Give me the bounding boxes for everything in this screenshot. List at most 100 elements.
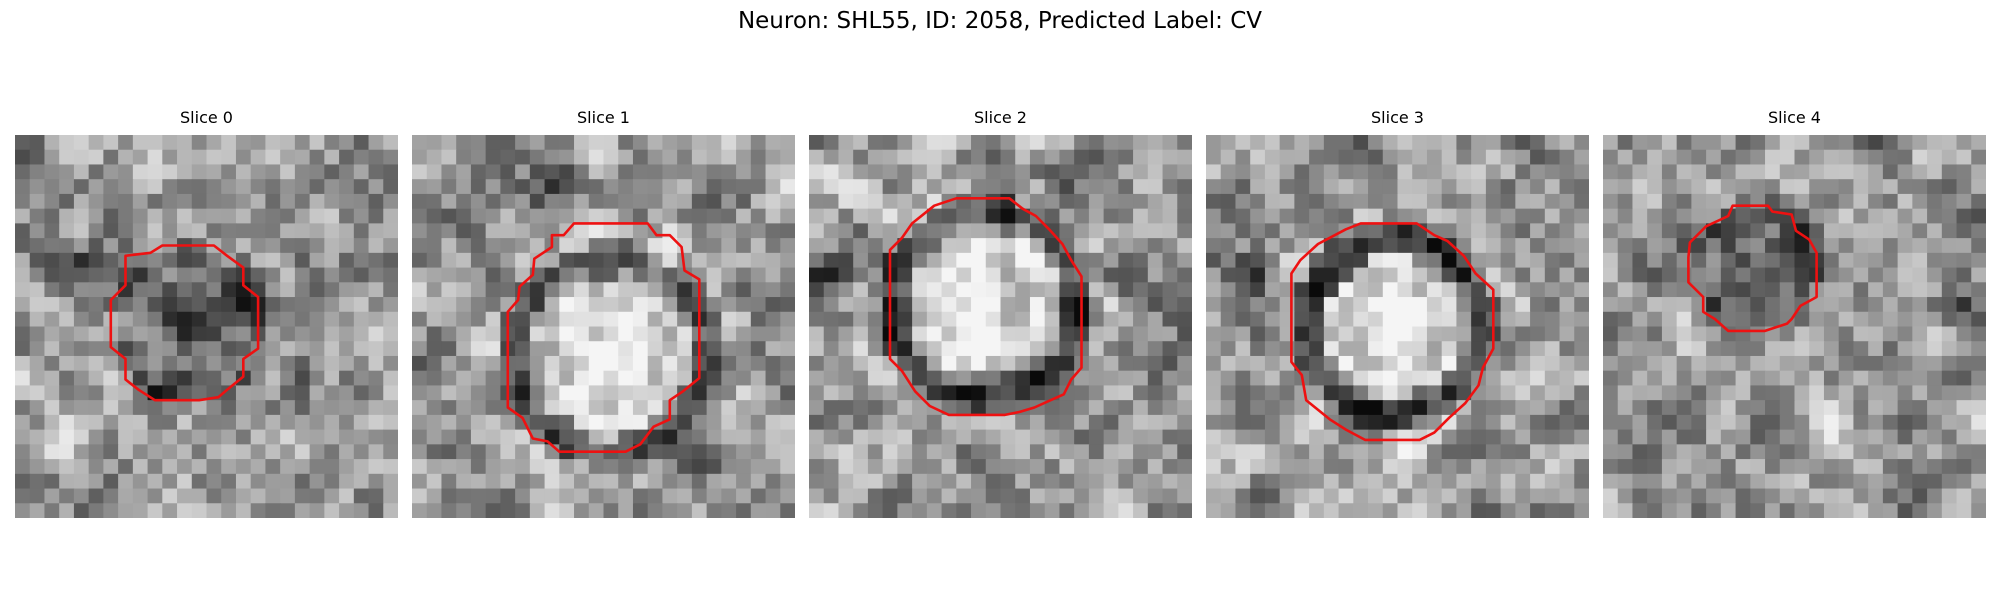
pixel [177,326,193,342]
pixel [1162,208,1178,224]
pixel [1706,267,1722,283]
pixel [44,179,60,195]
pixel [971,444,987,460]
pixel [897,267,913,283]
pixel [118,444,134,460]
pixel [1823,208,1840,224]
pixel [941,459,957,475]
pixel [897,164,913,180]
pixel [706,238,722,254]
pixel [1897,223,1913,239]
pixel [132,282,149,298]
pixel [1794,400,1810,416]
pixel [470,459,487,475]
pixel [971,326,987,342]
pixel [632,149,649,166]
pixel [912,297,928,313]
pixel [191,297,208,313]
pixel [206,208,222,224]
pixel [529,414,546,431]
pixel [1823,135,1840,151]
pixel [1088,135,1105,151]
pixel [1059,252,1075,269]
pixel [1750,488,1766,504]
pixel [853,444,869,460]
pixel [750,473,767,490]
pixel [59,414,75,431]
pixel [15,179,31,195]
pixel [1015,459,1031,475]
pixel [985,223,1002,239]
pixel [632,444,649,460]
pixel [250,488,267,504]
pixel [1456,238,1472,254]
pixel [1412,414,1428,431]
pixel [250,193,267,210]
pixel [368,267,384,283]
pixel [1956,252,1972,269]
pixel [765,473,781,490]
pixel [309,193,325,210]
pixel [574,473,590,490]
pixel [515,400,531,416]
pixel [1015,429,1031,445]
pixel [912,459,928,475]
pixel [1000,267,1016,283]
pixel [1044,459,1061,475]
pixel [177,208,193,224]
pixel [736,193,752,210]
pixel [1338,444,1354,460]
pixel [59,355,75,372]
pixel [470,252,487,269]
pixel [1456,252,1472,269]
pixel [29,179,46,195]
pixel [588,414,605,431]
pixel [1412,149,1428,166]
pixel [1250,459,1266,475]
pixel [1971,311,1986,328]
pixel [1544,459,1561,475]
pixel [1779,341,1796,357]
pixel [1647,282,1663,298]
pixel [1530,223,1546,239]
pixel [1382,252,1399,269]
pixel [1544,385,1561,401]
pixel [73,503,90,518]
pixel [765,238,781,254]
pixel [1617,503,1634,518]
pixel [1162,164,1178,180]
pixel [1118,208,1134,224]
pixel [544,414,560,431]
pixel [1809,238,1825,254]
pixel [1765,252,1781,269]
pixel [1632,444,1648,460]
pixel [73,444,90,460]
pixel [1353,385,1369,401]
pixel [412,429,428,445]
pixel [574,149,590,166]
pixel [1809,223,1825,239]
pixel [1838,267,1855,283]
pixel [529,400,546,416]
pixel [29,459,46,475]
pixel [1103,164,1119,180]
pixel [1720,149,1737,166]
pixel [88,326,104,342]
pixel [647,252,664,269]
pixel [1103,385,1119,401]
pixel [515,223,531,239]
pixel [1617,385,1634,401]
pixel [44,414,60,431]
pixel [985,444,1002,460]
pixel [1074,414,1090,431]
pixel [309,223,325,239]
pixel [1456,223,1472,239]
pixel [441,414,457,431]
pixel [809,223,825,239]
pixel [368,473,384,490]
pixel [971,341,987,357]
pixel [368,208,384,224]
pixel [1015,208,1031,224]
pixel [44,459,60,475]
pixel [294,488,311,504]
